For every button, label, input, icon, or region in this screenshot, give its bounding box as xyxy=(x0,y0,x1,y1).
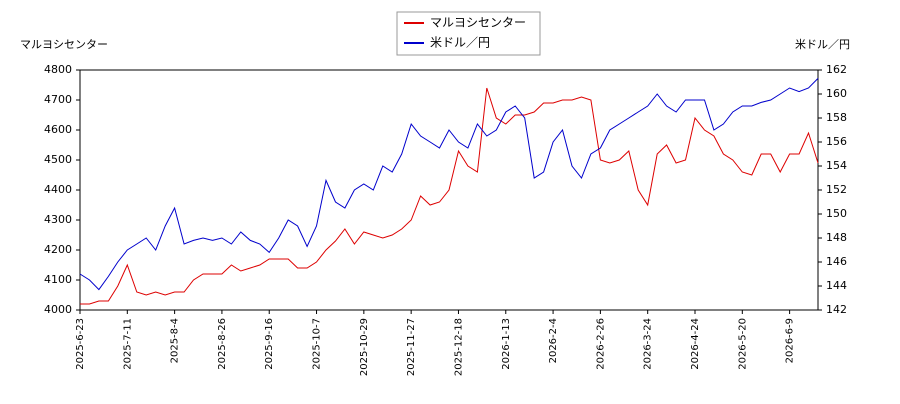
y2-tick-label: 146 xyxy=(826,255,847,268)
y2-tick-label: 156 xyxy=(826,135,847,148)
x-tick-label: 2025-7-11 xyxy=(122,318,133,370)
x-tick-label: 2025-8-26 xyxy=(217,318,228,370)
y-tick-label: 4000 xyxy=(44,303,72,316)
y-tick-label: 4800 xyxy=(44,63,72,76)
x-tick-label: 2025-10-7 xyxy=(312,318,323,370)
x-tick-label: 2025-12-18 xyxy=(453,318,464,376)
x-tick-label: 2026-2-26 xyxy=(595,318,606,370)
y2-tick-label: 144 xyxy=(826,279,847,292)
y2-tick-label: 162 xyxy=(826,63,847,76)
x-tick-label: 2026-6-9 xyxy=(785,318,796,363)
x-tick-label: 2026-4-24 xyxy=(690,318,701,370)
y-tick-label: 4200 xyxy=(44,243,72,256)
y2-axis-title: 米ドル／円 xyxy=(795,38,850,51)
x-tick-label: 2026-3-24 xyxy=(643,318,654,370)
x-tick-label: 2025-11-27 xyxy=(406,318,417,376)
x-tick-label: 2025-10-29 xyxy=(359,318,370,376)
x-tick-label: 2025-8-4 xyxy=(170,318,181,363)
y-tick-label: 4100 xyxy=(44,273,72,286)
legend-label: 米ドル／円 xyxy=(430,36,490,50)
x-tick-label: 2026-5-20 xyxy=(737,318,748,370)
y2-tick-label: 152 xyxy=(826,183,847,196)
x-tick-label: 2026-1-13 xyxy=(501,318,512,370)
y2-tick-label: 150 xyxy=(826,207,847,220)
y2-tick-label: 160 xyxy=(826,87,847,100)
y-tick-label: 4700 xyxy=(44,93,72,106)
x-tick-label: 2025-6-23 xyxy=(75,318,86,370)
y-tick-label: 4300 xyxy=(44,213,72,226)
x-tick-label: 2025-9-16 xyxy=(264,318,275,370)
y-tick-label: 4500 xyxy=(44,153,72,166)
y2-tick-label: 148 xyxy=(826,231,847,244)
y-tick-label: 4400 xyxy=(44,183,72,196)
series-line xyxy=(80,87,819,305)
legend-label: マルヨシセンター xyxy=(430,16,526,30)
x-tick-label: 2026-2-4 xyxy=(548,318,559,363)
series-line xyxy=(79,78,819,291)
y2-tick-label: 154 xyxy=(826,159,847,172)
y2-tick-label: 142 xyxy=(826,303,847,316)
y-axis-title: マルヨシセンター xyxy=(20,38,108,51)
legend-box xyxy=(396,11,541,56)
y-tick-label: 4600 xyxy=(44,123,72,136)
y2-tick-label: 158 xyxy=(826,111,847,124)
